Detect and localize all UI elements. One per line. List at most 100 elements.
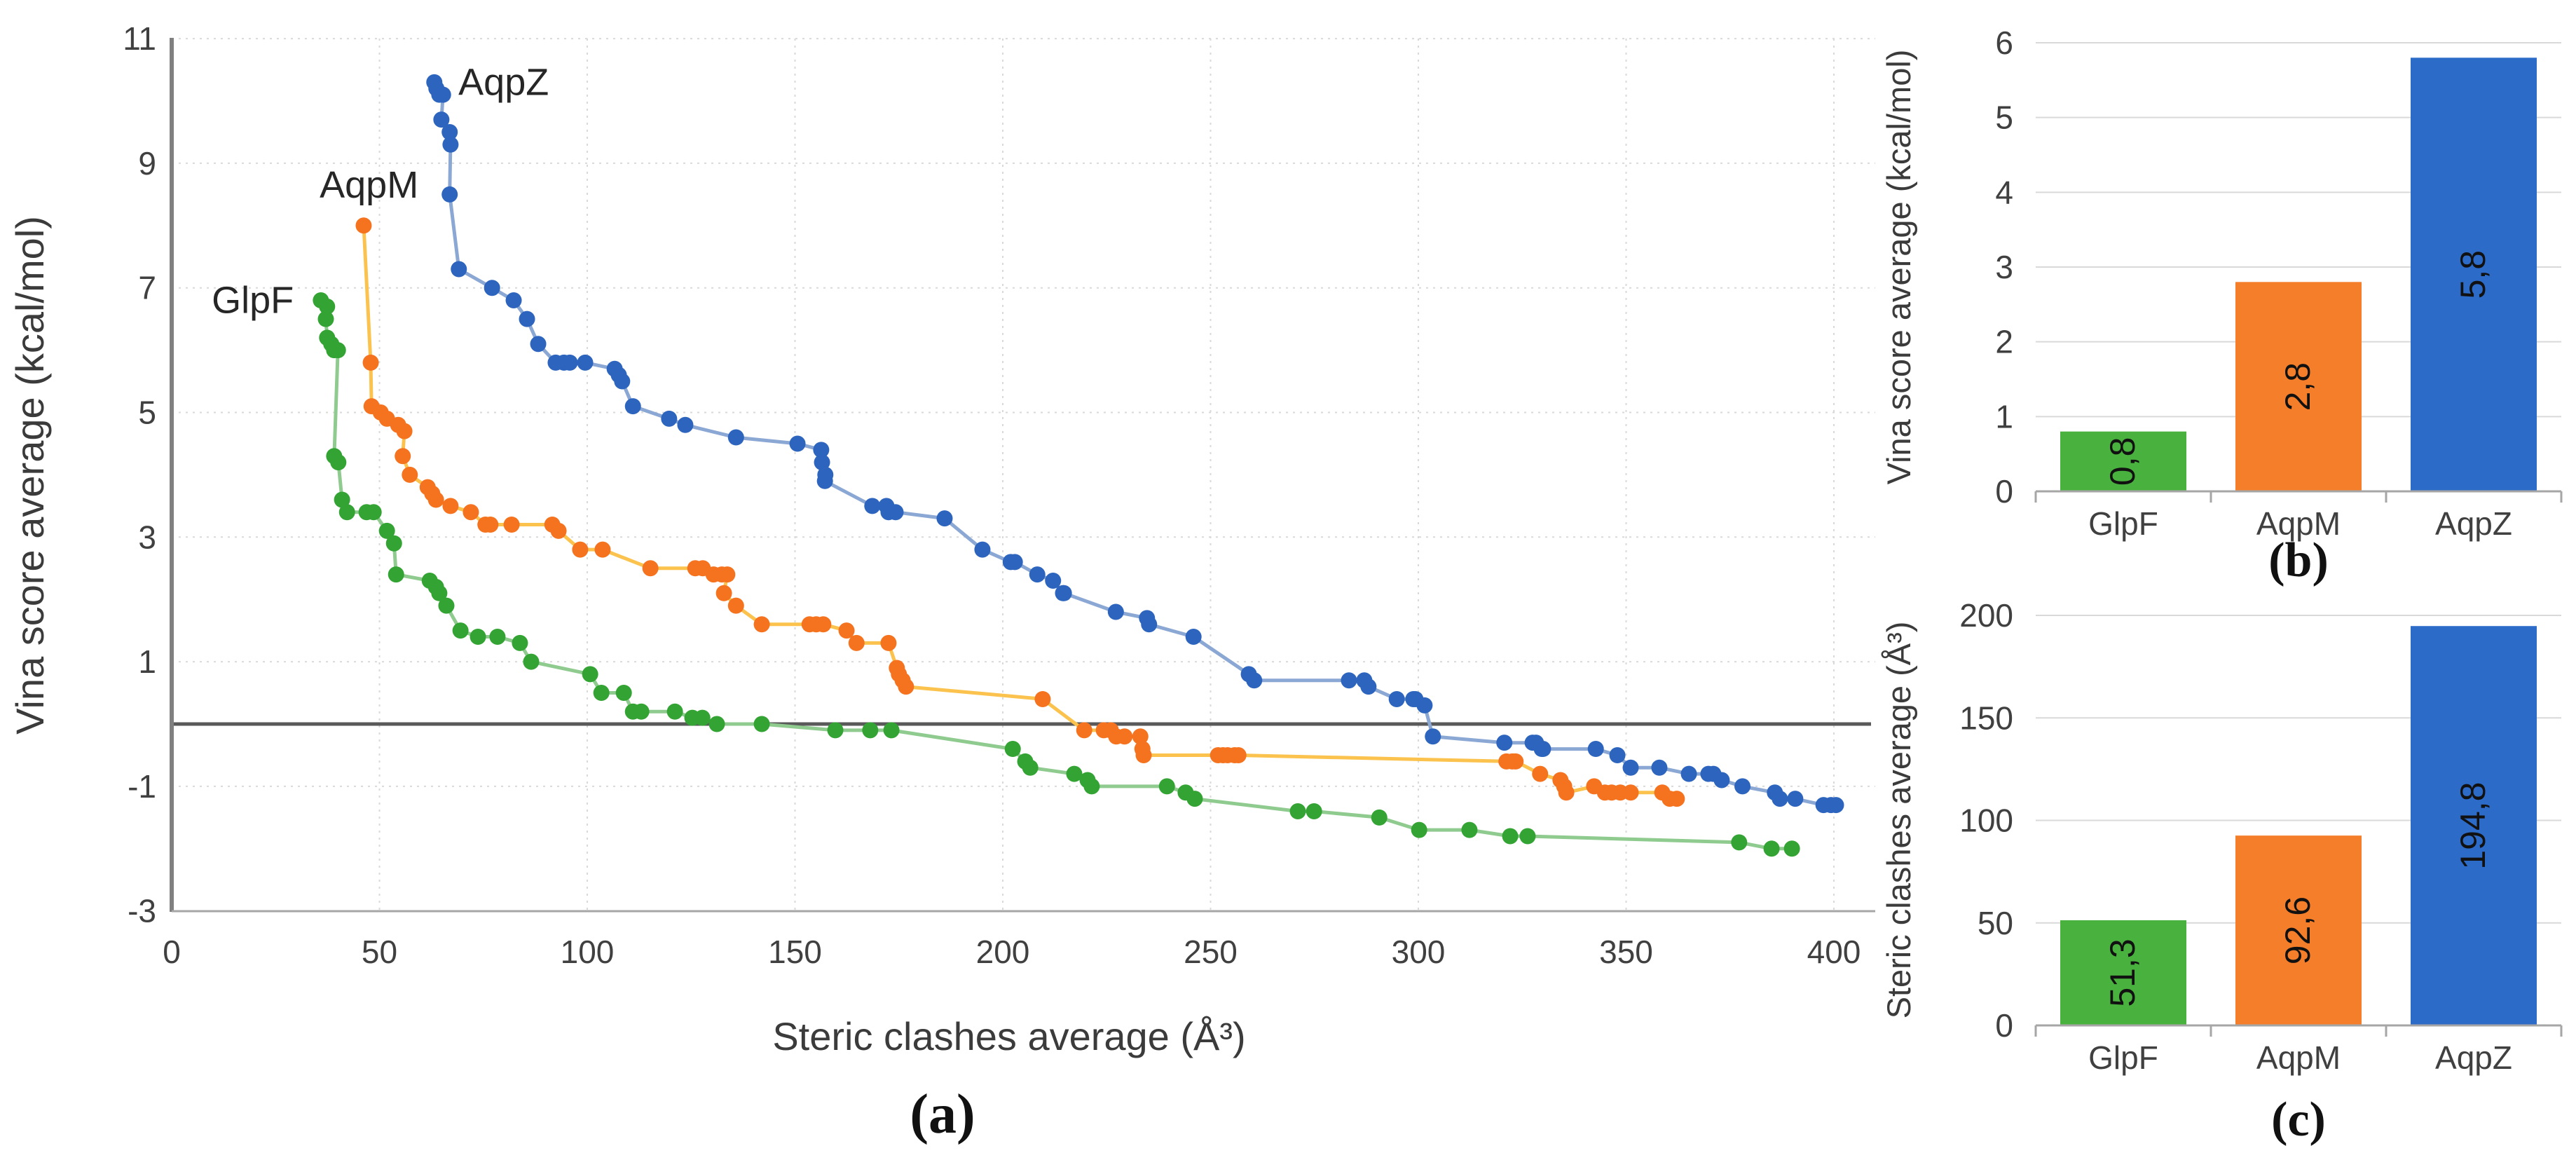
series-label-glpf: GlpF (212, 279, 294, 321)
data-point-aqpm (898, 678, 914, 695)
y-axis-title: Vina score average (kcal/mol) (8, 216, 52, 735)
y-tick-label: 50 (1978, 905, 2013, 941)
data-point-glpf (338, 504, 355, 521)
x-tick-label: 300 (1392, 934, 1446, 970)
data-point-glpf (1306, 803, 1322, 819)
data-point-glpf (317, 310, 334, 327)
data-point-aqpz (1246, 672, 1263, 689)
data-point-aqpz (1713, 772, 1730, 789)
data-point-aqpz (442, 136, 459, 153)
data-point-glpf (1004, 741, 1021, 758)
data-point-glpf (378, 522, 395, 539)
y-tick-label: 100 (1959, 803, 2013, 839)
y-tick-label: 2 (1995, 324, 2013, 360)
data-point-glpf (1763, 840, 1780, 857)
bar-value-label: 0,8 (2103, 437, 2142, 486)
y-tick-label: 1 (138, 643, 156, 680)
y-tick-label: -1 (128, 768, 156, 805)
data-point-glpf (753, 716, 770, 732)
data-point-glpf (1731, 834, 1748, 851)
data-point-aqpz (1425, 728, 1441, 745)
data-point-aqpz (1045, 573, 1062, 589)
data-point-aqpm (1230, 746, 1247, 763)
y-tick-label: 9 (138, 145, 156, 182)
data-point-glpf (329, 342, 346, 359)
data-point-aqpz (484, 280, 500, 296)
caption-b: (b) (2268, 533, 2329, 587)
data-point-aqpz (974, 541, 991, 558)
x-tick-label: 250 (1184, 934, 1238, 970)
data-point-aqpm (427, 491, 444, 508)
data-point-aqpz (451, 261, 467, 278)
data-point-aqpm (838, 622, 855, 639)
series-label-aqpz: AqpZ (458, 61, 549, 103)
data-point-aqpm (1532, 765, 1549, 782)
category-label: GlpF (2088, 505, 2158, 542)
x-tick-label: 200 (976, 934, 1030, 970)
bar-b-y-axis-title: Vina score average (kcal/mol) (1880, 50, 1917, 485)
data-point-glpf (615, 685, 632, 702)
data-point-aqpz (1680, 765, 1697, 782)
data-point-aqpz (614, 373, 631, 390)
data-point-aqpz (1029, 566, 1046, 583)
bar-b-tick-labels: 0 1 2 3 4 5 6 GlpF AqpM AqpZ (1995, 25, 2512, 542)
data-point-glpf (1371, 809, 1388, 826)
y-tick-label: 200 (1959, 597, 2013, 634)
data-point-glpf (666, 703, 683, 720)
bar-c-axis (2034, 1024, 2563, 1037)
data-point-glpf (1186, 791, 1203, 807)
data-point-glpf (512, 634, 528, 651)
data-point-glpf (582, 666, 598, 683)
bar-c-y-axis-title: Steric clashes average (Å³) (1880, 622, 1917, 1019)
data-point-glpf (334, 491, 350, 508)
y-tick-label: 0 (1995, 473, 2013, 510)
data-point-aqpm (503, 517, 520, 533)
data-point-glpf (883, 722, 900, 739)
data-point-aqpz (1622, 759, 1639, 776)
data-point-aqpz (1587, 741, 1604, 758)
x-tick-label: 350 (1599, 934, 1653, 970)
data-point-aqpm (1669, 791, 1685, 807)
data-point-aqpz (789, 435, 806, 452)
data-point-glpf (438, 597, 455, 614)
bar-b-axis (2034, 490, 2563, 503)
data-point-aqpz (561, 354, 578, 371)
data-point-aqpm (1116, 728, 1133, 745)
bar-value-label: 5,8 (2453, 250, 2493, 299)
data-point-aqpm (550, 522, 567, 539)
data-point-aqpz (1496, 735, 1513, 751)
data-point-glpf (452, 622, 469, 639)
data-point-glpf (1502, 828, 1519, 845)
data-point-aqpz (814, 454, 830, 471)
data-point-glpf (1461, 821, 1478, 838)
data-point-glpf (593, 685, 610, 702)
x-tick-label: 400 (1807, 934, 1861, 970)
data-point-glpf (1289, 803, 1306, 819)
scatter-gridlines (172, 38, 1875, 911)
data-point-aqpm (395, 448, 411, 465)
data-point-glpf (862, 722, 879, 739)
data-point-aqpz (1772, 791, 1788, 807)
data-point-aqpz (1006, 554, 1023, 571)
data-point-aqpz (1787, 791, 1804, 807)
data-point-glpf (708, 716, 725, 732)
data-point-aqpm (642, 560, 659, 577)
scatter-series (313, 74, 1844, 857)
data-point-aqpz (434, 86, 451, 103)
bar-aqpm (2235, 282, 2362, 491)
y-tick-label: 6 (1995, 25, 2013, 61)
bar-c-tick-labels: 0 50 100 150 200 GlpF AqpM AqpZ (1959, 597, 2512, 1076)
data-point-aqpm (396, 423, 413, 439)
data-point-glpf (330, 454, 347, 471)
category-label: AqpZ (2435, 1039, 2512, 1076)
y-tick-label: 11 (123, 20, 156, 57)
data-point-aqpz (1360, 678, 1377, 695)
data-point-glpf (388, 566, 404, 583)
data-point-aqpz (1055, 585, 1072, 601)
caption-c: (c) (2271, 1093, 2326, 1147)
data-point-aqpm (362, 354, 379, 371)
data-point-aqpm (482, 517, 499, 533)
bar-value-label: 194,8 (2453, 782, 2493, 870)
